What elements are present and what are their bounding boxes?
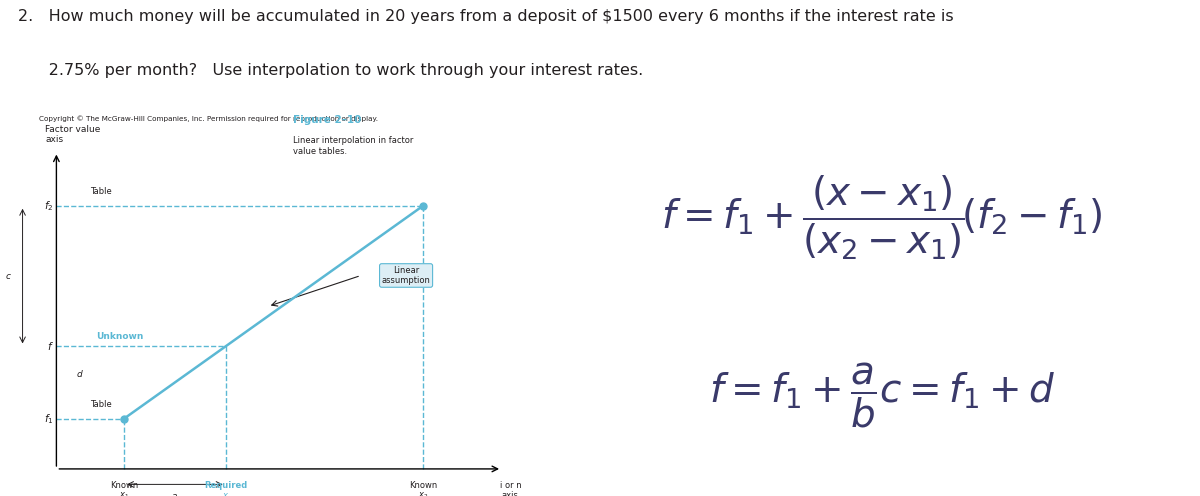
Text: Figure 2–10: Figure 2–10 [293,115,361,125]
Text: $f = f_1 + \dfrac{a}{b}c = f_1 + d$: $f = f_1 + \dfrac{a}{b}c = f_1 + d$ [709,361,1055,430]
Text: Table: Table [90,400,112,409]
Text: $f_1$: $f_1$ [44,412,54,426]
Text: Known
$x_1$: Known $x_1$ [110,481,138,496]
Text: Copyright © The McGraw-Hill Companies, Inc. Permission required for reproduction: Copyright © The McGraw-Hill Companies, I… [40,115,378,122]
Text: Required
$x$: Required $x$ [204,481,247,496]
Text: 2.   How much money will be accumulated in 20 years from a deposit of $1500 ever: 2. How much money will be accumulated in… [18,9,954,24]
Text: i or n
axis: i or n axis [499,481,521,496]
Text: Factor value
axis: Factor value axis [46,124,101,144]
Text: Table: Table [90,187,112,196]
Text: Linear interpolation in factor
value tables.: Linear interpolation in factor value tab… [293,136,414,156]
Text: Known
$x_2$: Known $x_2$ [409,481,437,496]
Text: 2.75% per month?   Use interpolation to work through your interest rates.: 2.75% per month? Use interpolation to wo… [18,63,643,78]
Text: a: a [172,492,178,496]
Text: $f$: $f$ [47,340,54,352]
Text: d: d [76,370,82,379]
Text: c: c [6,272,11,281]
Text: $f_2$: $f_2$ [44,199,54,213]
Text: Unknown: Unknown [96,331,143,341]
Text: $f = f_1 + \dfrac{\left(x - x_1\right)}{\left(x_2 - x_1\right)}\!\left(f_2 - f_1: $f = f_1 + \dfrac{\left(x - x_1\right)}{… [661,173,1103,262]
Text: Linear
assumption: Linear assumption [382,266,431,285]
